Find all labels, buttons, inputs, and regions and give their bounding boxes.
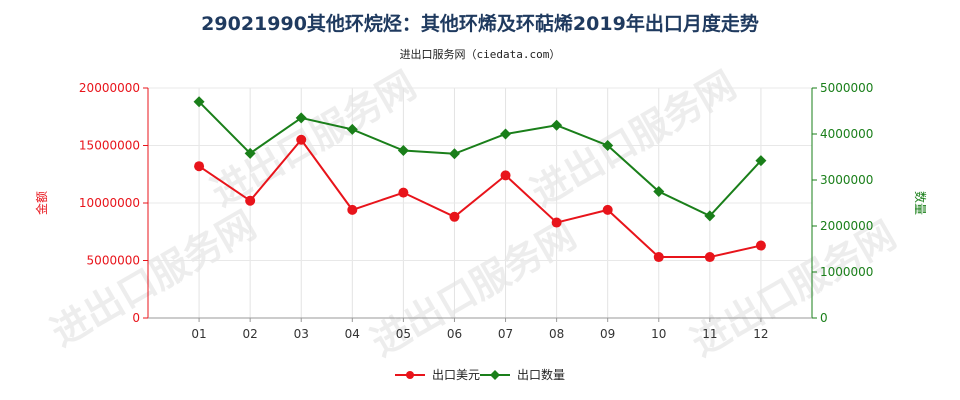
- data-point[interactable]: [245, 195, 256, 206]
- legend-label-export-qty: 出口数量: [517, 367, 565, 382]
- legend-item-export-usd[interactable]: 出口美元: [395, 368, 480, 382]
- x-tick-label: 03: [294, 327, 309, 341]
- legend: 出口美元 出口数量: [395, 367, 565, 382]
- chart-subtitle: 进出口服务网（ciedata.com）: [400, 47, 561, 61]
- legend-item-export-qty[interactable]: 出口数量: [480, 367, 565, 382]
- series-export-usd: [194, 134, 766, 263]
- data-point[interactable]: [755, 240, 766, 251]
- watermark-text: 进出口服务网: [684, 213, 903, 365]
- data-point[interactable]: [551, 119, 563, 131]
- x-tick-label: 05: [396, 327, 411, 341]
- watermark-text: 进出口服务网: [44, 203, 263, 355]
- series-line: [198, 101, 762, 218]
- data-point[interactable]: [296, 134, 307, 145]
- x-tick-label: 02: [243, 327, 258, 341]
- left-tick-label: 15000000: [79, 139, 140, 153]
- right-tick-label: 1000000: [820, 265, 873, 279]
- data-point[interactable]: [346, 123, 358, 135]
- left-tick-label: 0: [132, 311, 140, 325]
- x-tick-label: 07: [498, 327, 513, 341]
- series-export-qty: [193, 96, 767, 222]
- data-point[interactable]: [653, 186, 665, 197]
- x-tick-label: 09: [600, 327, 615, 341]
- data-point[interactable]: [602, 204, 613, 215]
- right-tick-label: 5000000: [820, 81, 873, 95]
- data-point[interactable]: [347, 204, 358, 215]
- data-point[interactable]: [398, 187, 409, 198]
- series-layer: [193, 96, 767, 263]
- data-point[interactable]: [704, 252, 715, 263]
- legend-swatch-marker: [406, 371, 414, 379]
- x-tick-label: 10: [651, 327, 666, 341]
- right-tick-label: 4000000: [820, 127, 873, 141]
- data-point[interactable]: [449, 211, 460, 222]
- x-tick-label: 06: [447, 327, 462, 341]
- data-point[interactable]: [194, 161, 205, 172]
- left-axis-ticks: 0 5000000 10000000 15000000 20000000: [79, 81, 148, 325]
- data-point[interactable]: [295, 112, 307, 124]
- left-tick-label: 20000000: [79, 81, 140, 95]
- data-point[interactable]: [551, 217, 562, 228]
- left-tick-label: 10000000: [79, 196, 140, 210]
- data-point[interactable]: [500, 128, 512, 140]
- right-tick-label: 2000000: [820, 219, 873, 233]
- chart-title: 29021990其他环烷烃：其他环烯及环萜烯2019年出口月度走势: [201, 12, 759, 35]
- data-point[interactable]: [397, 145, 409, 157]
- watermark-text: 进出口服务网: [364, 213, 583, 365]
- data-point[interactable]: [244, 147, 256, 159]
- data-point[interactable]: [448, 148, 460, 160]
- x-axis-ticks: 01 02 03 04 05 06 07 08 09 10 11 12: [191, 318, 769, 341]
- x-tick-label: 12: [753, 327, 768, 341]
- data-point[interactable]: [193, 96, 205, 108]
- right-axis-label: 数量: [913, 191, 928, 215]
- x-tick-label: 11: [702, 327, 717, 341]
- data-point[interactable]: [704, 210, 716, 222]
- x-tick-label: 01: [191, 327, 206, 341]
- data-point[interactable]: [653, 252, 664, 263]
- x-tick-label: 08: [549, 327, 564, 341]
- x-tick-label: 04: [345, 327, 360, 341]
- left-tick-label: 5000000: [87, 254, 140, 268]
- legend-swatch-marker: [490, 370, 500, 380]
- right-axis-ticks: 0 1000000 2000000 3000000 4000000 5000000: [812, 81, 873, 325]
- series-line: [198, 138, 762, 259]
- right-tick-label: 3000000: [820, 173, 873, 187]
- data-point[interactable]: [500, 170, 511, 181]
- right-tick-label: 0: [820, 311, 828, 325]
- legend-label-export-usd: 出口美元: [432, 368, 480, 382]
- data-point[interactable]: [602, 140, 614, 151]
- left-axis-label: 金额: [34, 191, 49, 215]
- data-point[interactable]: [755, 155, 767, 167]
